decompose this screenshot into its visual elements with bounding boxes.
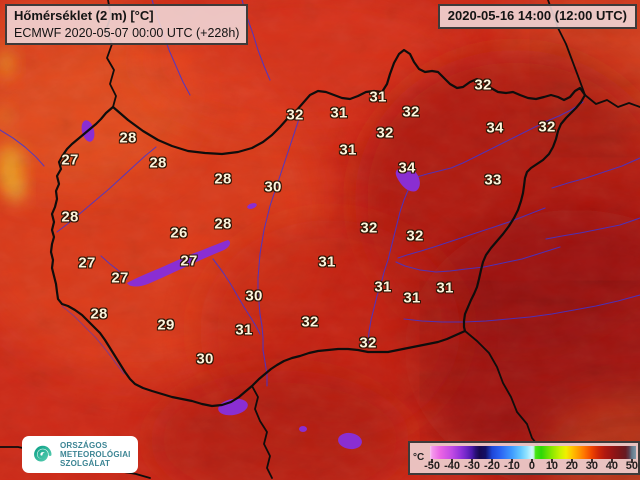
legend-color-bar (430, 446, 636, 459)
omsz-logo-line1: ORSZÁGOS (60, 440, 108, 450)
lake-balaton (127, 240, 231, 287)
omsz-logo-text: ORSZÁGOS METEOROLÓGIAI SZOLGÁLAT (60, 441, 131, 469)
legend-tick-mark (471, 459, 474, 463)
west-river (0, 129, 45, 167)
lakes-layer (81, 120, 420, 450)
legend-tick-label: -10 (504, 460, 520, 472)
legend-tick-mark (451, 459, 454, 463)
legend-tick-label: 50 (625, 460, 638, 472)
rivers-layer (0, 0, 640, 387)
legend-tick-mark (630, 459, 633, 463)
legend-tick-label: -20 (484, 460, 500, 472)
south-pond-3 (299, 426, 307, 432)
ukraine-romania-border (584, 94, 640, 108)
hungary-border (49, 48, 587, 408)
drava-river (61, 305, 125, 375)
legend-tick-label: -30 (464, 460, 480, 472)
raba-river (56, 146, 157, 233)
maros-river (403, 294, 640, 323)
legend-tick-label: 10 (545, 460, 559, 472)
legend-tick-mark (510, 459, 513, 463)
legend-tick-mark (550, 459, 553, 463)
legend-tick-mark (431, 459, 434, 463)
omsz-logo-line2: METEOROLÓGIAI (60, 449, 131, 459)
lake-tisza (395, 167, 420, 192)
omsz-logo[interactable]: ORSZÁGOS METEOROLÓGIAI SZOLGÁLAT (22, 436, 138, 473)
sio-river (212, 258, 261, 335)
temperature-legend: °C -50 -40 -30 -20 -10 0 10 20 30 40 50 (408, 441, 640, 475)
legend-tick-mark (530, 459, 533, 463)
koros-river-2 (395, 246, 561, 273)
legend-tick-mark (610, 459, 613, 463)
romania-serbia-border (464, 330, 541, 449)
east-river-1 (551, 157, 640, 189)
legend-tick-mark (570, 459, 573, 463)
legend-tick-label: 40 (605, 460, 619, 472)
product-info-box: Hőmérséklet (2 m) [°C] ECMWF 2020-05-07 … (5, 4, 249, 46)
lake-velence (247, 203, 257, 209)
legend-tick-label: 30 (585, 460, 599, 472)
legend-tick-mark (491, 459, 493, 463)
omsz-spiral-icon (34, 445, 52, 462)
valid-time-label: 2020-05-16 14:00 (12:00 UTC) (447, 8, 627, 23)
east-river-2 (545, 217, 640, 240)
legend-tick-mark (590, 459, 593, 463)
tisza-river (367, 101, 584, 345)
zala-river (100, 255, 128, 280)
legend-tick-label: -50 (424, 460, 440, 472)
legend-tick-label: -40 (444, 460, 460, 472)
south-pond-2 (338, 432, 362, 450)
omsz-logo-line3: SZOLGÁLAT (60, 459, 111, 469)
croatia-serbia-border (251, 385, 273, 479)
danube-river (257, 109, 301, 387)
legend-tick-label: 0 (528, 460, 536, 472)
koros-river (397, 207, 546, 259)
valid-time-box: 2020-05-16 14:00 (12:00 UTC) (437, 4, 637, 29)
legend-tick-label: 20 (565, 460, 579, 472)
product-title: Hőmérséklet (2 m) [°C] (14, 8, 154, 23)
model-run-label: ECMWF 2020-05-07 00:00 UTC (+228h) (14, 25, 240, 40)
legend-unit-label: °C (413, 452, 425, 463)
